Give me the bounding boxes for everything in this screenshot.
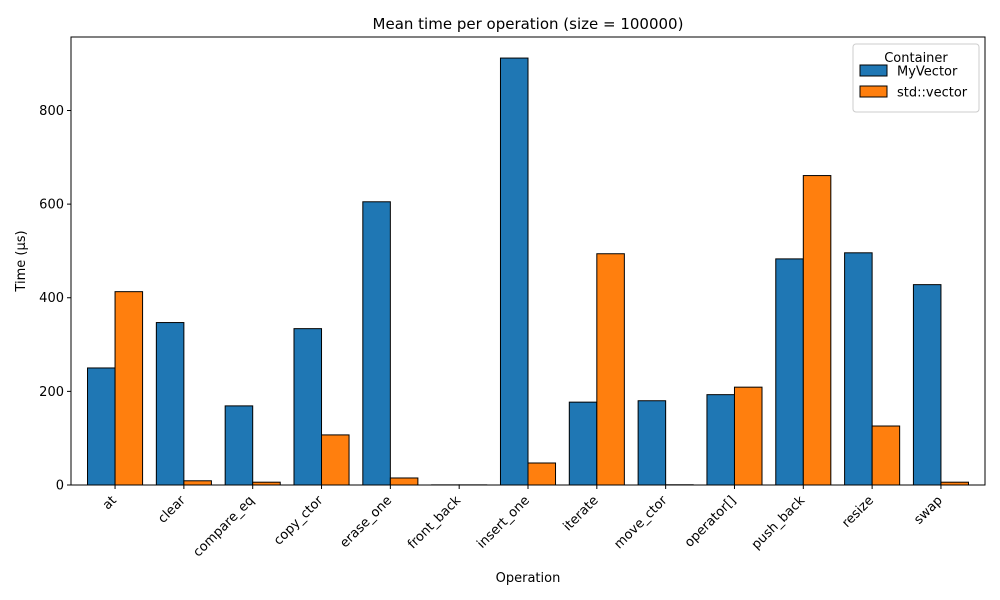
x-tick-label: compare_eq bbox=[190, 493, 257, 560]
x-tick-label: insert_one bbox=[474, 493, 533, 552]
bar-std-vector bbox=[321, 434, 350, 486]
y-tick-label: 800 bbox=[39, 104, 64, 119]
x-tick-label: front_back bbox=[405, 493, 464, 552]
bar-myvector bbox=[499, 57, 529, 486]
x-tick-label: erase_one bbox=[337, 493, 395, 551]
legend-swatch bbox=[859, 85, 888, 98]
bar-std-vector bbox=[802, 175, 832, 486]
legend-label: std::vector bbox=[897, 86, 968, 101]
bar-myvector bbox=[706, 394, 735, 486]
y-tick-label: 600 bbox=[39, 198, 64, 213]
legend-title: Container bbox=[884, 51, 948, 66]
x-tick-label: swap bbox=[911, 493, 945, 527]
bar-myvector bbox=[155, 322, 185, 486]
x-tick-label: copy_ctor bbox=[271, 493, 327, 549]
x-axis: at clear compare_eq copy_ctor erase_one front… bbox=[100, 485, 946, 560]
bar-myvector bbox=[637, 400, 667, 486]
legend-swatch bbox=[859, 64, 888, 77]
bar-myvector bbox=[362, 201, 391, 486]
x-tick-label: move_ctor bbox=[612, 493, 671, 552]
y-tick-label: 400 bbox=[39, 291, 64, 306]
x-tick-label: operator[] bbox=[682, 493, 739, 550]
bars-group bbox=[87, 57, 969, 486]
x-tick-label: iterate bbox=[561, 493, 602, 534]
bar-std-vector bbox=[389, 477, 419, 486]
x-tick-label: resize bbox=[839, 493, 877, 531]
x-tick-label: clear bbox=[155, 493, 189, 527]
y-tick-label: 200 bbox=[39, 385, 64, 400]
bar-myvector bbox=[568, 401, 598, 486]
bar-myvector bbox=[912, 284, 942, 486]
bar-std-vector bbox=[527, 462, 557, 486]
chart-title: Mean time per operation (size = 100000) bbox=[373, 15, 684, 33]
bar-std-vector bbox=[114, 291, 144, 486]
y-axis-label: Time (µs) bbox=[14, 230, 29, 292]
bar-std-vector bbox=[733, 386, 763, 486]
legend-label: MyVector bbox=[897, 65, 958, 80]
bar-myvector bbox=[293, 328, 323, 486]
y-axis: 0 200 400 600 800 bbox=[39, 104, 71, 494]
bar-myvector bbox=[87, 367, 116, 486]
bar-std-vector bbox=[871, 425, 901, 486]
x-tick-label: at bbox=[100, 493, 120, 513]
bar-myvector bbox=[844, 252, 873, 486]
bar-std-vector bbox=[183, 480, 212, 486]
bar-myvector bbox=[775, 258, 804, 486]
plot-frame bbox=[70, 36, 986, 486]
bar-myvector bbox=[224, 405, 254, 486]
bar-std-vector bbox=[596, 253, 625, 486]
y-tick-label: 0 bbox=[56, 479, 64, 494]
x-tick-label: push_back bbox=[749, 493, 809, 553]
x-axis-label: Operation bbox=[496, 571, 561, 586]
